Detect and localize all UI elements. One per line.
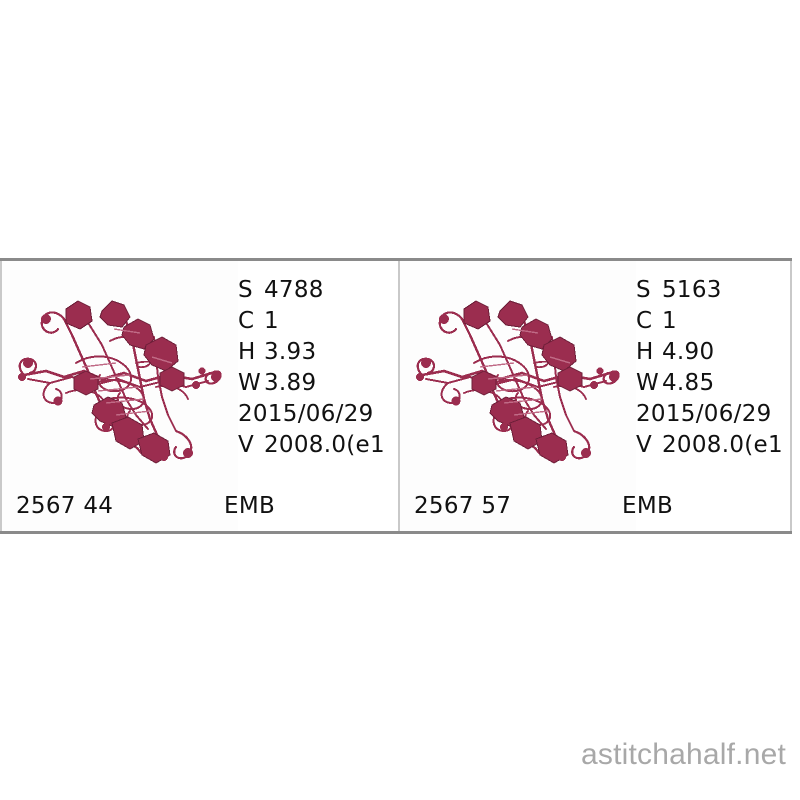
spec-value: 2008.0(e1: [662, 432, 783, 458]
spec-date: 2015/06/29: [636, 399, 790, 430]
spec-key: H: [636, 339, 654, 365]
floral-vine-embroidery-icon: [18, 300, 222, 464]
spec-key: V: [636, 432, 653, 458]
spec-value: 3.89: [264, 370, 317, 396]
spec-value: 2015/06/29: [238, 401, 374, 427]
spec-key: C: [238, 308, 255, 334]
spec-value: 4.85: [662, 370, 715, 396]
spec-key: S: [238, 277, 253, 303]
spec-value: 2008.0(e1: [264, 432, 385, 458]
spec-key: V: [238, 432, 255, 458]
spec-date: 2015/06/29: [238, 399, 398, 430]
floral-vine-embroidery-icon: [416, 300, 620, 464]
spec-stitch-count: S 4788: [238, 275, 398, 306]
design-card-footer: 2567 44 EMB: [2, 491, 398, 529]
spec-key: W: [636, 370, 660, 396]
design-id: 2567 57: [414, 493, 512, 519]
spec-height: H 3.93: [238, 337, 398, 368]
design-preview-pane[interactable]: [400, 261, 636, 531]
design-card-footer: 2567 57 EMB: [400, 491, 790, 529]
spec-value: 5163: [662, 277, 722, 303]
design-preview-pane[interactable]: [2, 261, 238, 531]
spec-width: W 4.85: [636, 368, 790, 399]
spec-value: 4788: [264, 277, 324, 303]
spec-value: 1: [264, 308, 279, 334]
design-format-tag: EMB: [622, 493, 674, 519]
spec-height: H 4.90: [636, 337, 790, 368]
spec-value: 2015/06/29: [636, 401, 772, 427]
spec-key: W: [238, 370, 262, 396]
spec-value: 1: [662, 308, 677, 334]
spec-key: H: [238, 339, 256, 365]
spec-version: V 2008.0(e1: [636, 430, 790, 461]
spec-version: V 2008.0(e1: [238, 430, 398, 461]
spec-key: C: [636, 308, 653, 334]
spec-stitch-count: S 5163: [636, 275, 790, 306]
spec-key: S: [636, 277, 651, 303]
site-watermark: astitchahalf.net: [581, 738, 786, 771]
design-id: 2567 44: [16, 493, 114, 519]
design-format-tag: EMB: [224, 493, 276, 519]
spec-width: W 3.89: [238, 368, 398, 399]
spec-value: 4.90: [662, 339, 715, 365]
spec-value: 3.93: [264, 339, 317, 365]
